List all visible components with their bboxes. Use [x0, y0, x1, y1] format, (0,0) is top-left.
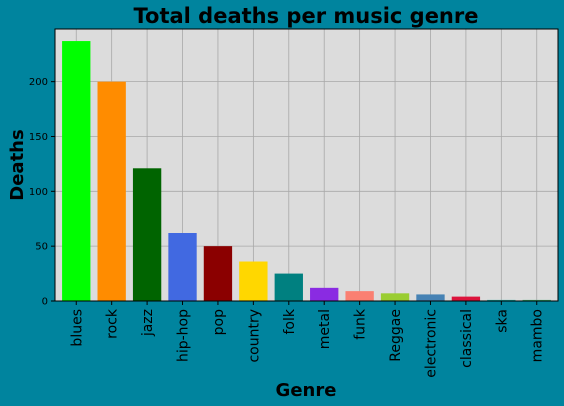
bar-hip-hop — [168, 233, 197, 301]
x-tick-label: classical — [459, 309, 475, 368]
bar-electronic — [416, 294, 445, 301]
y-tick-label: 50 — [35, 242, 48, 253]
x-tick-label: rock — [105, 308, 121, 339]
bar-country — [239, 261, 268, 301]
y-axis-label: Deaths — [7, 129, 28, 200]
bar-funk — [345, 291, 374, 301]
y-tick-label: 0 — [42, 297, 48, 308]
bar-folk — [274, 273, 303, 301]
x-tick-label: pop — [211, 309, 227, 335]
x-tick-label: jazz — [140, 309, 156, 337]
x-tick-label: folk — [282, 308, 298, 334]
plot-frame — [54, 28, 559, 302]
bars — [62, 41, 551, 302]
bar-reggae — [380, 293, 410, 301]
bar-metal — [310, 287, 339, 301]
y-tick-label: 100 — [29, 187, 48, 198]
bar-jazz — [132, 168, 162, 301]
bar-rock — [97, 81, 126, 301]
x-axis-label: Genre — [276, 380, 337, 401]
chart-title: Total deaths per music genre — [134, 4, 479, 28]
x-tick-label: electronic — [423, 309, 439, 378]
x-tick-label: country — [246, 309, 262, 363]
x-axis-ticks: blues rock jazz hip-hop pop country folk metal f… — [69, 301, 546, 378]
y-axis-ticks: 0 50 100 150 200 — [29, 77, 55, 308]
x-tick-label: blues — [69, 309, 85, 347]
x-tick-label: funk — [353, 308, 369, 340]
x-tick-label: metal — [317, 309, 333, 349]
x-tick-label: ska — [494, 309, 510, 333]
x-tick-label: hip-hop — [176, 309, 192, 362]
x-tick-label: Reggae — [388, 309, 404, 362]
bar-blues — [62, 41, 91, 302]
bar-mambo — [522, 299, 551, 301]
x-tick-label: mambo — [530, 309, 546, 362]
y-tick-label: 150 — [29, 132, 48, 143]
y-tick-label: 200 — [29, 77, 48, 88]
bar-ska — [487, 299, 516, 301]
bar-pop — [203, 246, 233, 301]
plot-area — [55, 29, 558, 301]
bar-classical — [451, 296, 481, 301]
